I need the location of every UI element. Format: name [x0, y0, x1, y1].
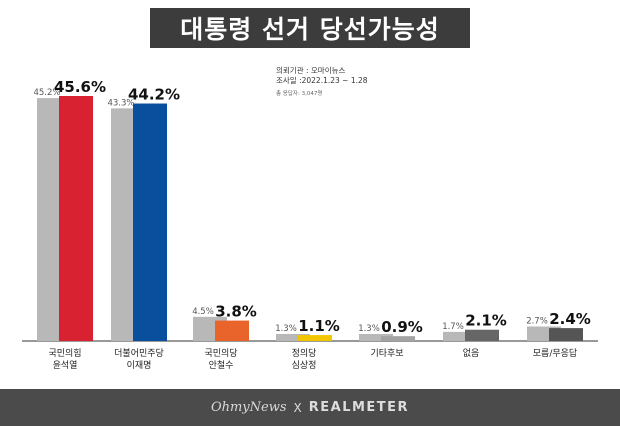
bar-current-1 [133, 103, 167, 341]
data-label-previous-6: 2.7% [526, 316, 548, 326]
footer-ohmynews-logo: OhmyNews [210, 400, 287, 415]
chart-title: 대통령 선거 당선가능성 [180, 15, 440, 44]
category-label-1-1: 이재명 [127, 360, 152, 371]
data-label-previous-4: 1.3% [358, 324, 380, 334]
footer-realmeter-logo: REALMETER [308, 400, 410, 415]
category-label-0-0: 국민의힘 [48, 348, 81, 359]
category-label-0-1: 윤석열 [53, 360, 78, 371]
bar-previous-3 [276, 334, 310, 341]
bar-current-2 [215, 320, 249, 341]
category-label-6-0: 모름/무응답 [533, 347, 577, 359]
bar-current-4 [381, 336, 415, 341]
bar-current-5 [465, 329, 499, 341]
category-label-3-0: 정의당 [292, 348, 317, 359]
survey-info: 의뢰기관 : 오마이뉴스 조사일 :2022.1.23 ~ 1.28 총 응답자… [276, 66, 368, 99]
bar-previous-4 [359, 334, 393, 341]
category-label-1-0: 더불어민주당 [114, 348, 164, 359]
footer-bar: OhmyNews X REALMETER [0, 389, 620, 426]
survey-respondents: 총 응답자: 3,047명 [276, 91, 323, 97]
data-label-previous-1: 43.3% [107, 98, 134, 108]
data-label-current-5: 2.1% [465, 312, 507, 330]
data-label-current-0: 45.6% [54, 78, 106, 96]
category-label-4-0: 기타후보 [370, 348, 403, 359]
chart-title-box: 대통령 선거 당선가능성 [150, 8, 470, 48]
data-label-current-4: 0.9% [381, 318, 423, 336]
category-label-2-1: 안철수 [209, 360, 234, 371]
category-label-5-0: 없음 [463, 348, 480, 359]
data-label-previous-5: 1.7% [442, 322, 464, 332]
data-label-current-1: 44.2% [128, 86, 180, 104]
bar-current-0 [59, 96, 93, 341]
survey-client: 의뢰기관 : 오마이뉴스 [276, 66, 346, 75]
data-label-current-6: 2.4% [549, 310, 591, 328]
category-label-3-1: 심상정 [292, 360, 317, 371]
data-label-previous-2: 4.5% [192, 307, 214, 317]
data-label-previous-0: 45.2% [33, 88, 60, 98]
bar-current-6 [549, 328, 583, 341]
footer-separator: X [293, 400, 302, 415]
data-label-current-3: 1.1% [298, 317, 340, 335]
bar-previous-5 [443, 331, 477, 341]
category-label-2-0: 국민의당 [204, 348, 237, 359]
data-label-current-2: 3.8% [215, 303, 257, 321]
bar-current-3 [298, 335, 332, 341]
data-label-previous-3: 1.3% [275, 324, 297, 334]
survey-period: 조사일 :2022.1.23 ~ 1.28 [276, 76, 368, 85]
